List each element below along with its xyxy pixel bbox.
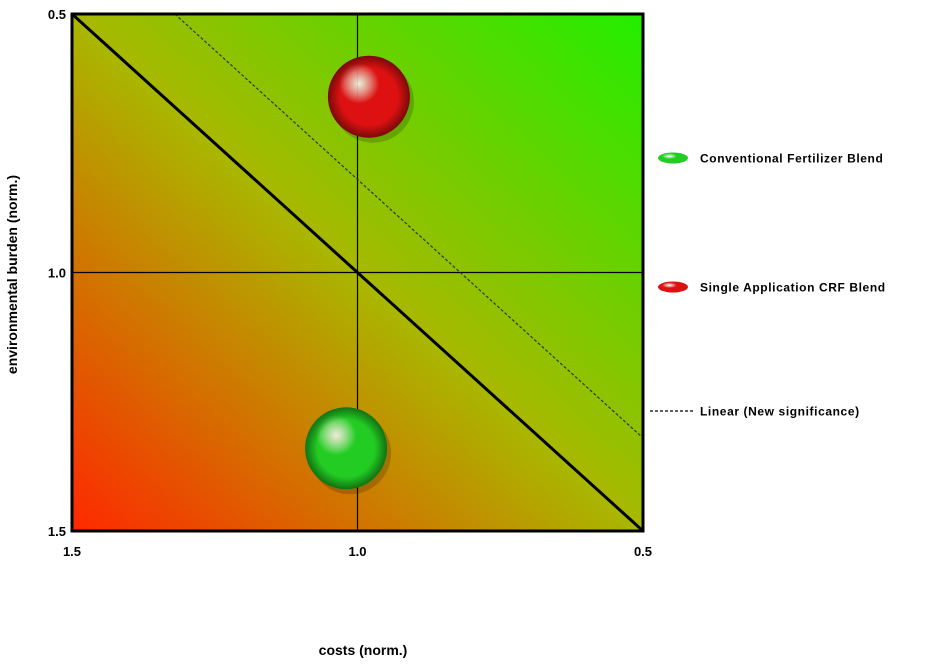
legend: Conventional Fertilizer Blend Single Appl…: [650, 152, 886, 419]
plot-area: [72, 14, 643, 531]
legend-item-linear-new-significance: Linear (New significance): [650, 405, 860, 419]
y-tick-label: 0.5: [48, 7, 66, 22]
x-axis-title: costs (norm.): [319, 642, 408, 658]
legend-item-single-application-crf-blend: Single Application CRF Blend: [658, 281, 886, 295]
x-tick-label: 0.5: [634, 544, 652, 559]
y-axis-title: environmental burden (norm.): [4, 175, 20, 374]
y-tick-label: 1.5: [48, 524, 66, 539]
legend-label: Linear (New significance): [700, 405, 860, 419]
y-tick-label: 1.0: [48, 266, 66, 281]
conventional-fertilizer-blend-point: [305, 407, 392, 495]
x-tick-label: 1.0: [348, 544, 366, 559]
x-tick-label: 1.5: [63, 544, 81, 559]
legend-swatch: [658, 152, 688, 164]
single-application-crf-blend-point: [327, 55, 414, 143]
legend-item-conventional-fertilizer-blend: Conventional Fertilizer Blend: [658, 152, 883, 166]
linear-new-significance-line: [174, 14, 643, 439]
point-shade: [305, 407, 388, 490]
plot-frame: [70, 12, 645, 533]
point-shade: [327, 55, 410, 138]
legend-label: Conventional Fertilizer Blend: [700, 152, 883, 166]
legend-swatch: [658, 281, 688, 293]
legend-label: Single Application CRF Blend: [700, 281, 886, 295]
